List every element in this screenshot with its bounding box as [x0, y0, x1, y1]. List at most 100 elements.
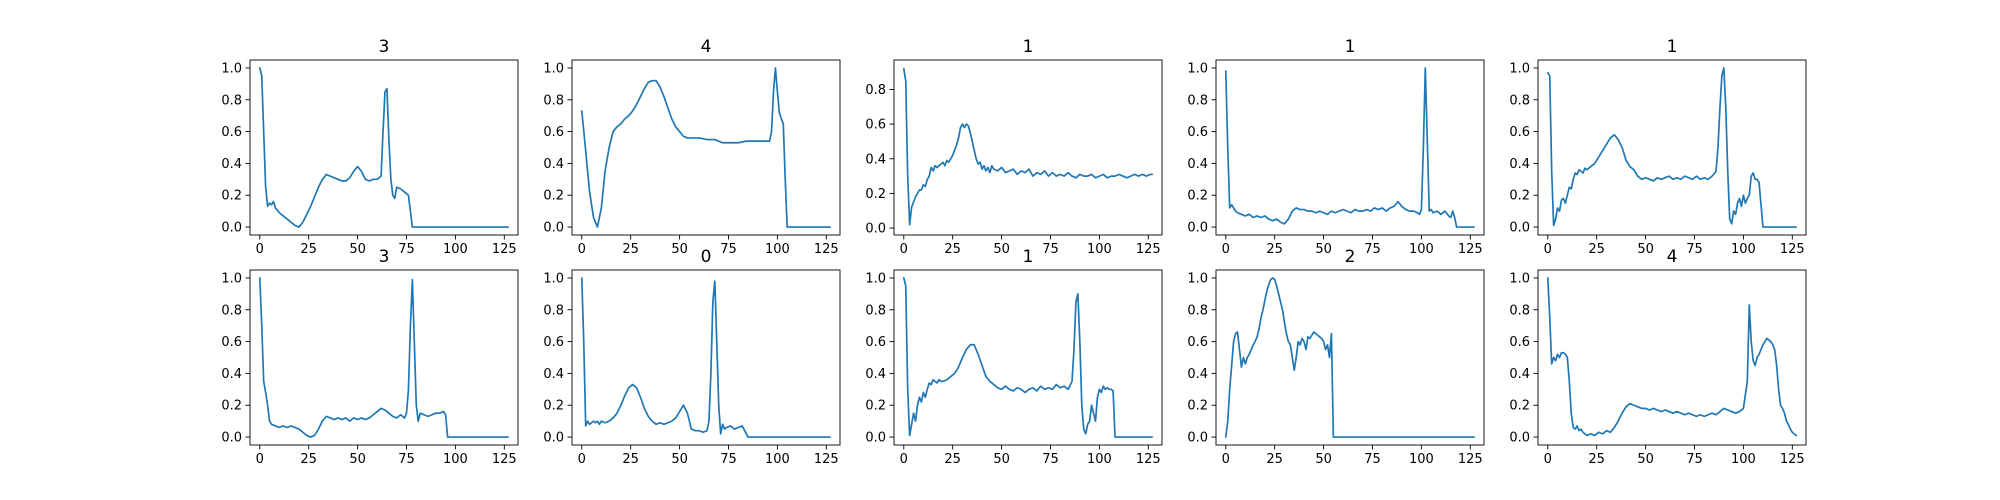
series-line [258, 67, 510, 228]
x-tick-label: 25 [1266, 242, 1283, 257]
y-tick-label: 0.8 [1187, 93, 1208, 108]
subplot-6: 3 0 25 50 75 100 125 0.0 0.2 0.4 0.6 0.8 1.0 [221, 247, 519, 467]
y-tick-label: 0.2 [1509, 399, 1530, 414]
x-tick-label: 75 [398, 242, 415, 257]
x-tick-label: 100 [1409, 452, 1434, 467]
x-tick-label: 0 [1544, 452, 1552, 467]
axes-frame [893, 59, 1163, 236]
y-tick-label: 1.0 [543, 271, 564, 286]
subplot-title: 1 [1023, 37, 1034, 57]
y-tick-label: 0.2 [543, 189, 564, 204]
x-tick-label: 25 [944, 242, 961, 257]
y-tick-label: 0.6 [221, 335, 242, 350]
y-tick-label: 1.0 [1509, 61, 1530, 76]
series-line [580, 67, 832, 228]
y-tick-label: 1.0 [221, 271, 242, 286]
y-tick-label: 0.6 [543, 125, 564, 140]
x-tick-label: 125 [814, 242, 839, 257]
y-tick-label: 0.4 [543, 367, 564, 382]
y-tick-label: 0.0 [1187, 431, 1208, 446]
y-tick-label: 0.2 [865, 399, 886, 414]
subplot-3: 1 0 25 50 75 100 125 0.0 0.2 0.4 0.6 0.8 [865, 37, 1163, 257]
series-line [580, 277, 832, 438]
axes-frame [249, 59, 519, 236]
y-tick-label: 0.2 [543, 399, 564, 414]
y-tick-label: 0.4 [1187, 157, 1208, 172]
axes-frame [571, 269, 841, 446]
series-line [1224, 277, 1476, 438]
subplot-title: 1 [1345, 37, 1356, 57]
y-tick-label: 0.4 [865, 152, 886, 167]
y-tick-label: 0.8 [1509, 93, 1530, 108]
subplot-title: 4 [1667, 247, 1678, 267]
axes-frame [1537, 269, 1807, 446]
y-tick-label: 0.2 [865, 187, 886, 202]
y-tick-label: 0.8 [221, 93, 242, 108]
y-tick-label: 0.8 [1509, 303, 1530, 318]
x-tick-label: 50 [993, 242, 1010, 257]
y-tick-label: 0.8 [221, 303, 242, 318]
x-tick-label: 125 [492, 242, 517, 257]
y-tick-label: 0.4 [543, 157, 564, 172]
series-line [902, 67, 1154, 226]
y-tick-label: 1.0 [221, 61, 242, 76]
y-tick-label: 0.8 [865, 83, 886, 98]
subplot-title: 1 [1667, 37, 1678, 57]
x-tick-label: 50 [993, 452, 1010, 467]
y-tick-label: 0.4 [221, 367, 242, 382]
axes-frame [571, 59, 841, 236]
subplot-2: 4 0 25 50 75 100 125 0.0 0.2 0.4 0.6 0.8 1.0 [543, 37, 841, 257]
y-tick-label: 0.0 [1509, 221, 1530, 236]
x-tick-label: 0 [256, 242, 264, 257]
series-line [1546, 67, 1798, 228]
x-tick-label: 125 [1780, 242, 1805, 257]
y-tick-label: 0.8 [1187, 303, 1208, 318]
x-tick-label: 75 [1364, 452, 1381, 467]
y-tick-label: 0.0 [1509, 431, 1530, 446]
subplot-title: 0 [701, 247, 712, 267]
x-tick-label: 0 [578, 452, 586, 467]
x-tick-label: 100 [1087, 452, 1112, 467]
x-tick-label: 50 [671, 452, 688, 467]
y-tick-label: 0.2 [221, 399, 242, 414]
x-tick-label: 25 [944, 452, 961, 467]
y-tick-label: 0.6 [1187, 125, 1208, 140]
y-tick-label: 0.6 [543, 335, 564, 350]
x-tick-label: 100 [443, 242, 468, 257]
x-tick-label: 75 [1042, 452, 1059, 467]
subplot-title: 3 [379, 37, 390, 57]
y-tick-label: 0.4 [865, 367, 886, 382]
y-tick-label: 0.2 [1187, 189, 1208, 204]
y-tick-label: 0.6 [865, 118, 886, 133]
axes-frame [249, 269, 519, 446]
x-tick-label: 25 [300, 242, 317, 257]
subplot-10: 4 0 25 50 75 100 125 0.0 0.2 0.4 0.6 0.8 1.0 [1509, 247, 1807, 467]
x-tick-label: 50 [671, 242, 688, 257]
y-tick-label: 0.8 [543, 303, 564, 318]
x-tick-label: 0 [1222, 242, 1230, 257]
x-tick-label: 50 [1315, 242, 1332, 257]
y-tick-label: 0.2 [1187, 399, 1208, 414]
series-line [1224, 67, 1476, 228]
x-tick-label: 50 [349, 242, 366, 257]
x-tick-label: 0 [900, 452, 908, 467]
x-tick-label: 0 [578, 242, 586, 257]
y-tick-label: 0.6 [1509, 125, 1530, 140]
x-tick-label: 0 [1544, 242, 1552, 257]
x-tick-label: 100 [1731, 242, 1756, 257]
x-tick-label: 75 [1364, 242, 1381, 257]
x-tick-label: 0 [1222, 452, 1230, 467]
y-tick-label: 0.0 [865, 222, 886, 237]
axes-frame [1215, 269, 1485, 446]
y-tick-label: 1.0 [1509, 271, 1530, 286]
x-tick-label: 100 [1087, 242, 1112, 257]
x-tick-label: 75 [720, 452, 737, 467]
y-tick-label: 0.0 [865, 431, 886, 446]
subplot-7: 0 0 25 50 75 100 125 0.0 0.2 0.4 0.6 0.8 1.0 [543, 247, 841, 467]
x-tick-label: 100 [1731, 452, 1756, 467]
x-tick-label: 50 [1637, 242, 1654, 257]
y-tick-label: 0.0 [543, 431, 564, 446]
x-tick-label: 100 [765, 242, 790, 257]
x-tick-label: 100 [765, 452, 790, 467]
